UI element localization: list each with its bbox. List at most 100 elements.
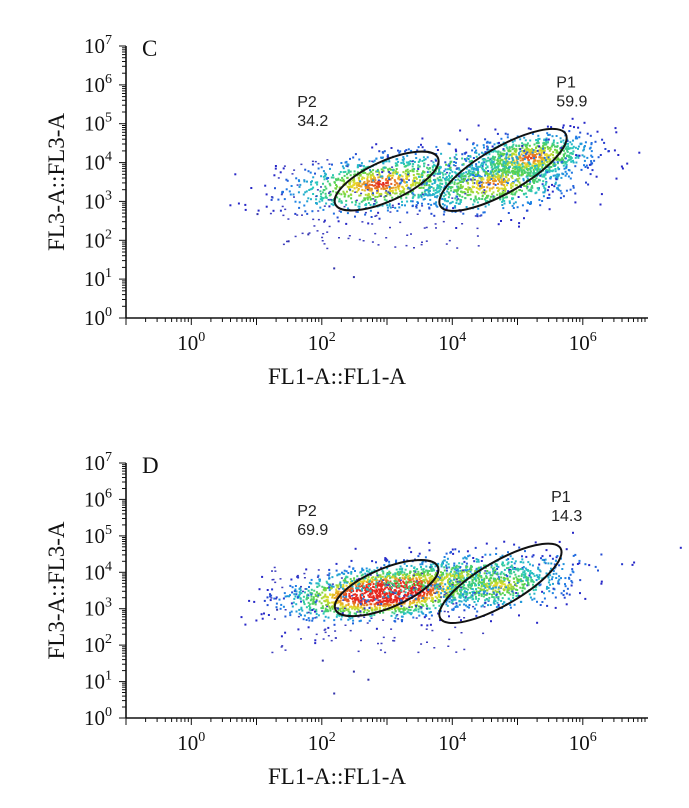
- event-dot: [406, 187, 409, 190]
- event-dot: [537, 166, 540, 169]
- event-dot: [533, 157, 535, 160]
- event-dot: [455, 590, 458, 593]
- event-dot: [315, 616, 318, 619]
- event-dot: [458, 589, 461, 591]
- event-dot: [562, 164, 565, 167]
- event-dot: [291, 173, 294, 175]
- event-dot: [447, 597, 450, 600]
- event-dot: [354, 598, 356, 601]
- event-dot: [352, 600, 355, 603]
- event-dot: [355, 201, 358, 204]
- event-dot: [298, 201, 301, 204]
- event-dot: [340, 201, 343, 204]
- event-dot: [388, 592, 391, 595]
- event-dot: [524, 155, 527, 157]
- event-dot: [305, 619, 308, 621]
- event-dot: [492, 186, 495, 189]
- event-dot: [626, 162, 629, 165]
- event-dot: [536, 159, 539, 162]
- event-dot: [574, 156, 577, 159]
- event-dot: [464, 152, 466, 155]
- event-dot: [398, 599, 401, 602]
- event-dot: [455, 569, 458, 572]
- event-dot: [452, 207, 455, 210]
- event-dot: [397, 606, 400, 609]
- event-dot: [527, 189, 530, 192]
- event-dot: [266, 596, 269, 599]
- event-dot: [356, 575, 359, 578]
- event-dot: [524, 139, 527, 142]
- event-dot: [414, 590, 417, 593]
- event-dot: [367, 173, 370, 176]
- event-dot: [381, 601, 384, 603]
- event-dot: [411, 585, 414, 587]
- event-dot: [542, 144, 545, 147]
- event-dot: [452, 585, 455, 588]
- event-dot: [353, 182, 356, 185]
- event-dot: [343, 174, 346, 177]
- event-dot: [564, 170, 567, 173]
- event-dot: [467, 585, 470, 588]
- event-dot: [512, 152, 514, 155]
- event-dot: [441, 589, 443, 592]
- event-dot: [320, 597, 323, 600]
- event-dot: [429, 611, 432, 613]
- y-tick-label: 106: [84, 72, 112, 97]
- event-dot: [510, 572, 513, 575]
- event-dot: [399, 582, 402, 585]
- event-dot: [462, 180, 464, 183]
- event-dot: [492, 160, 495, 163]
- event-dot: [445, 589, 448, 592]
- event-dot: [413, 583, 415, 585]
- event-dot: [532, 554, 535, 557]
- event-dot: [520, 153, 523, 156]
- event-dot: [345, 222, 348, 225]
- event-dot: [503, 573, 506, 576]
- event-dot: [552, 169, 555, 172]
- event-dot: [416, 584, 419, 587]
- event-dot: [503, 568, 506, 571]
- event-dot: [427, 190, 430, 193]
- event-dot: [528, 151, 531, 154]
- event-dot: [332, 594, 334, 597]
- event-dot: [354, 605, 357, 608]
- event-dot: [490, 157, 493, 160]
- event-dot: [318, 580, 321, 583]
- event-dot: [425, 565, 428, 568]
- event-dot: [386, 155, 389, 157]
- event-dot: [356, 181, 359, 184]
- event-dot: [415, 606, 418, 609]
- event-dot: [436, 587, 439, 590]
- event-dot: [391, 206, 394, 208]
- event-dot: [295, 590, 298, 593]
- event-dot: [390, 614, 393, 617]
- event-dot: [395, 164, 398, 167]
- event-dot: [400, 181, 403, 184]
- event-dot: [552, 144, 555, 146]
- event-dot: [412, 174, 415, 176]
- event-dot: [395, 606, 398, 609]
- event-dot: [322, 612, 325, 615]
- event-dot: [353, 187, 356, 190]
- event-dot: [345, 607, 348, 610]
- event-dot: [368, 183, 371, 186]
- event-dot: [550, 126, 553, 129]
- event-dot: [554, 170, 557, 173]
- event-dot: [472, 143, 474, 146]
- event-dot: [373, 613, 376, 616]
- event-dot: [229, 204, 232, 207]
- event-dot: [486, 582, 489, 585]
- event-dot: [423, 165, 426, 168]
- event-dot: [553, 164, 556, 167]
- event-dot: [321, 196, 323, 199]
- event-dot: [377, 595, 380, 597]
- event-dot: [421, 160, 424, 162]
- event-dot: [474, 175, 477, 178]
- event-dot: [270, 196, 273, 198]
- event-dot: [388, 160, 391, 163]
- event-dot: [439, 619, 442, 622]
- event-dot: [432, 161, 435, 164]
- event-dot: [482, 190, 485, 193]
- event-dot: [310, 183, 313, 186]
- event-dot: [516, 594, 519, 597]
